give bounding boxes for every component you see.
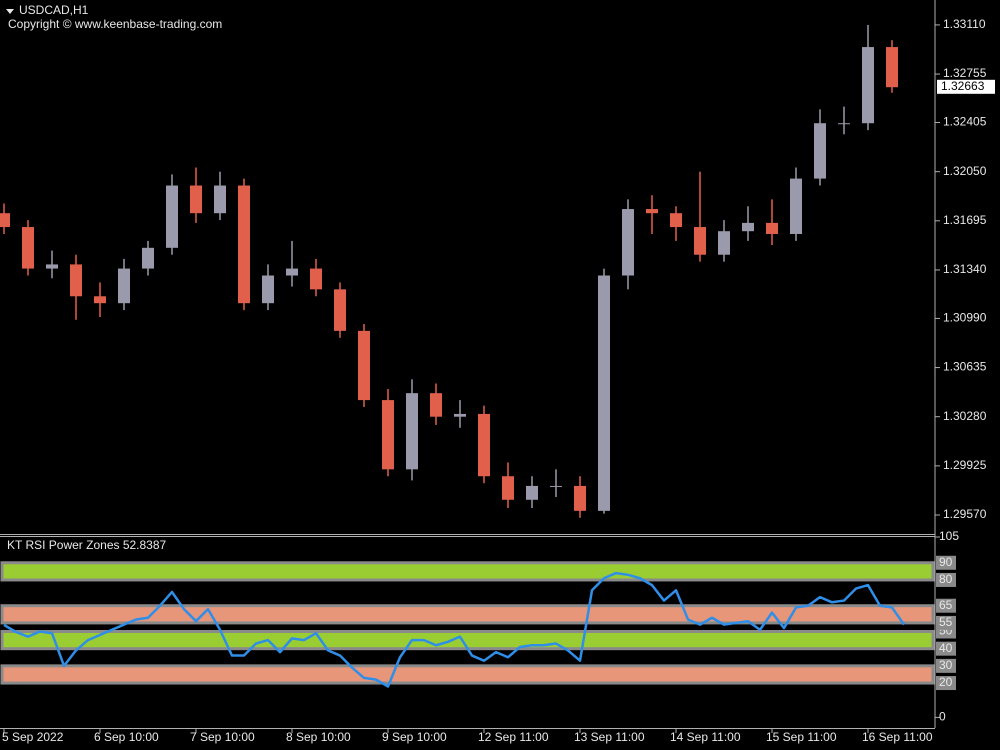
candle-body xyxy=(0,213,10,228)
y-tick-label: 1.31695 xyxy=(943,213,987,227)
y-tick-box xyxy=(936,676,956,691)
candle-body xyxy=(742,222,754,232)
y-tick-box xyxy=(936,555,956,570)
power-zone xyxy=(0,604,935,625)
y-tick-label: 0 xyxy=(939,710,946,724)
candle-body xyxy=(694,227,706,255)
candle-body xyxy=(142,247,154,269)
candle-body xyxy=(598,275,610,511)
y-tick-label: 1.30280 xyxy=(943,409,987,423)
y-tick-box xyxy=(936,641,956,656)
candle-body xyxy=(454,413,466,417)
y-tick-box xyxy=(936,658,956,673)
candle-body xyxy=(190,185,202,214)
y-tick-label: 90 xyxy=(939,555,953,569)
candle-body xyxy=(574,485,586,511)
candle-body xyxy=(382,400,394,470)
candle-body xyxy=(94,296,106,304)
candle-body xyxy=(550,485,562,487)
candle-body xyxy=(118,268,130,304)
candle-body xyxy=(238,185,250,304)
y-tick-label: 1.30990 xyxy=(943,311,987,325)
last-price-box xyxy=(937,79,995,94)
chart-title: USDCAD,H1 xyxy=(19,3,89,17)
candle-body xyxy=(334,289,346,331)
rsi-line xyxy=(3,571,906,688)
x-tick-label: 13 Sep 11:00 xyxy=(574,730,645,744)
x-tick-label: 12 Sep 11:00 xyxy=(478,730,549,744)
y-tick-label: 40 xyxy=(939,641,953,655)
candle-body xyxy=(286,268,298,276)
dropdown-icon[interactable] xyxy=(6,9,14,14)
last-price-label: 1.32663 xyxy=(941,79,985,93)
candle-body xyxy=(214,185,226,214)
y-tick-label: 1.29570 xyxy=(943,507,987,521)
y-tick-label: 55 xyxy=(939,615,953,629)
candle-body xyxy=(70,264,82,297)
y-tick-label: 65 xyxy=(939,598,953,612)
power-zone xyxy=(0,561,935,582)
y-tick-label: 30 xyxy=(939,658,953,672)
candle-body xyxy=(838,123,850,125)
x-tick-label: 8 Sep 10:00 xyxy=(286,730,351,744)
candle-body xyxy=(718,231,730,255)
x-tick-label: 7 Sep 10:00 xyxy=(190,730,255,744)
candle-body xyxy=(886,47,898,88)
y-tick-label: 1.29925 xyxy=(943,458,987,472)
y-tick-label: 80 xyxy=(939,572,953,586)
candle-body xyxy=(862,47,874,124)
y-tick-label: 1.33110 xyxy=(943,17,986,31)
y-tick-label: 1.32755 xyxy=(943,66,987,80)
candle-body xyxy=(502,476,514,500)
candle-body xyxy=(262,275,274,304)
y-tick-label: 105 xyxy=(939,529,959,543)
chart-subtitle: Copyright © www.keenbase-trading.com xyxy=(8,17,222,31)
x-tick-label: 9 Sep 10:00 xyxy=(382,730,447,744)
x-tick-label: 14 Sep 11:00 xyxy=(670,730,741,744)
y-tick-box xyxy=(936,615,956,630)
x-tick-label: 5 Sep 2022 xyxy=(2,730,64,744)
candle-body xyxy=(358,330,370,401)
y-tick-box xyxy=(936,598,956,613)
candle-body xyxy=(310,268,322,290)
x-tick-label: 15 Sep 11:00 xyxy=(766,730,837,744)
candle-body xyxy=(46,264,58,269)
y-tick-label: 20 xyxy=(939,675,953,689)
power-zone xyxy=(0,630,935,651)
power-zone xyxy=(0,664,935,685)
candle-body xyxy=(790,178,802,234)
x-tick-label: 6 Sep 10:00 xyxy=(94,730,159,744)
candle-body xyxy=(622,209,634,276)
candle-body xyxy=(478,413,490,477)
y-tick-box xyxy=(936,572,956,587)
indicator-title: KT RSI Power Zones 52.8387 xyxy=(7,538,167,552)
candle-body xyxy=(814,123,826,179)
candle-body xyxy=(646,209,658,214)
candle-body xyxy=(430,393,442,417)
y-tick-label: 1.32050 xyxy=(943,164,987,178)
x-tick-label: 16 Sep 11:00 xyxy=(862,730,933,744)
candle-body xyxy=(766,222,778,234)
candle-body xyxy=(526,485,538,500)
y-tick-label: 1.32405 xyxy=(943,115,987,129)
candle-body xyxy=(22,227,34,269)
y-tick-label: 1.30635 xyxy=(943,360,987,374)
candle-body xyxy=(670,213,682,228)
y-tick-label: 1.31340 xyxy=(943,262,987,276)
candle-body xyxy=(406,393,418,470)
candle-body xyxy=(166,185,178,248)
